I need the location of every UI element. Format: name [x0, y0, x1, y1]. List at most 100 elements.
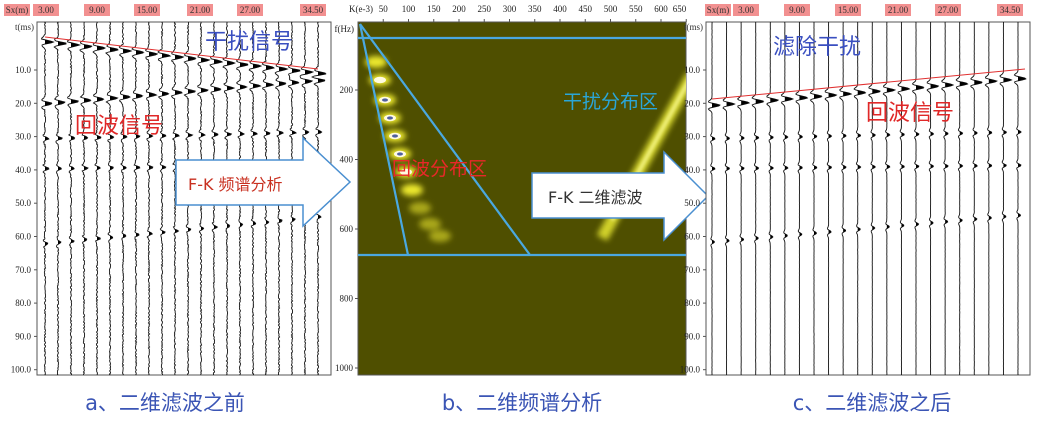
wiggle-peak-fill [1018, 163, 1022, 168]
wiggle-peak-fill [292, 80, 300, 85]
wiggle-peak-fill [253, 131, 258, 136]
wiggle-peak-fill [814, 165, 818, 170]
wiggle-peak-fill [149, 231, 153, 236]
y-axis-header: t(ms) [684, 22, 703, 32]
wiggle-peak-fill [71, 166, 75, 171]
wiggle-peak-fill [959, 131, 964, 136]
x-tick-label: 9.00 [789, 5, 805, 15]
wiggle-peak-fill [266, 220, 270, 224]
wiggle-peak-fill [726, 101, 736, 107]
wiggle-trace [751, 22, 764, 375]
x-tick-bg [784, 4, 810, 16]
wiggle-peak-fill [930, 221, 934, 225]
wiggle-peak-fill [741, 237, 745, 242]
wiggle-peak-fill [857, 227, 861, 232]
wiggle-peak-fill [318, 130, 323, 134]
wiggle-trace [809, 22, 822, 376]
wiggle-peak-fill [45, 39, 54, 45]
wiggle-peak-fill [945, 164, 949, 168]
wiggle-peak-fill [175, 90, 183, 95]
wiggle-trace [868, 21, 881, 376]
wiggle-peak-fill [136, 232, 140, 237]
wiggle-peak-fill [726, 238, 730, 243]
wiggle-peak-fill [71, 42, 80, 48]
wiggle-peak-fill [784, 165, 789, 170]
wiggle-peak-fill [886, 132, 891, 137]
echo-energy-blob [429, 230, 451, 242]
wiggle-peak-fill [1018, 76, 1027, 81]
wiggle-peak-fill [266, 82, 274, 87]
wiggle-peak-fill [916, 222, 919, 227]
wiggle-peak-fill [755, 99, 765, 104]
wiggle-peak-fill [930, 164, 934, 169]
wiggle-peak-fill [988, 215, 992, 220]
interference-pick-line [44, 36, 319, 70]
wiggle-peak-fill [188, 227, 192, 232]
wiggle-peak-fill [712, 240, 715, 244]
y-tick-label: 70.0 [15, 265, 31, 275]
wiggle-peak-fill [175, 54, 184, 60]
echo-zone-label: 回波分布区 [392, 158, 487, 180]
wiggle-peak-fill [175, 229, 179, 233]
y-tick-label: 800 [340, 294, 354, 304]
wiggle-peak-fill [279, 81, 287, 86]
wiggle-peak-fill [58, 41, 67, 46]
wiggle-peak-fill [227, 132, 232, 137]
wiggle-trace [105, 21, 119, 376]
x-tick-bg [237, 4, 263, 16]
wiggle-peak-fill [1003, 130, 1007, 135]
plot-frame [705, 21, 1031, 376]
wiggle-peak-fill [974, 163, 978, 168]
wiggle-peak-fill [45, 136, 50, 141]
x-tick-label: 650 [673, 4, 687, 14]
wiggle-peak-fill [305, 70, 314, 75]
x-tick-label: 300 [503, 4, 517, 14]
y-tick-label: 60.0 [15, 232, 31, 242]
panel-c-seismic-after: Sx(m) 3.00 9.00 15.00 21.00 27.00 34.50 t(ms) 10… [680, 4, 1031, 376]
wiggle-peak-fill [755, 166, 760, 171]
x-tick-label: 3.00 [738, 5, 754, 15]
y-tick-label: 30.0 [15, 132, 31, 142]
wiggle-peak-fill [930, 84, 940, 89]
wiggle-peak-fill [1003, 163, 1007, 168]
x-header-bg [4, 4, 30, 16]
x-tick-bg [835, 4, 861, 16]
wiggle-peak-fill [974, 80, 984, 85]
wiggle-trace [824, 22, 838, 375]
y-tick-label: 20.0 [15, 98, 31, 108]
y-tick-label: 1000 [335, 363, 354, 373]
y-tick-label: 40.0 [15, 165, 31, 175]
wiggle-peak-fill [71, 99, 79, 104]
wiggle-peak-fill [1018, 130, 1022, 134]
wiggle-peak-fill [214, 225, 218, 230]
wiggle-peak-fill [201, 132, 206, 137]
wiggle-peak-fill [162, 165, 166, 170]
echo-energy-blob [401, 184, 423, 196]
filtered-label: 滤除干扰 [773, 35, 861, 60]
x-tick-bg [997, 4, 1023, 16]
wiggle-peak-fill [292, 68, 301, 73]
wiggle-peak-fill [97, 45, 106, 51]
wiggle-peak-fill [279, 218, 283, 223]
wiggle-peak-fill [240, 222, 244, 227]
wiggle-peak-fill [828, 93, 838, 98]
wiggle-peak-fill [162, 91, 170, 96]
wiggle-trace [53, 21, 67, 376]
wiggle-trace [79, 21, 93, 375]
wiggle-peak-fill [253, 83, 261, 88]
wiggle-peak-fill [318, 71, 327, 76]
wiggle-trace [40, 21, 55, 376]
y-tick-label: 100.0 [680, 365, 701, 375]
x-tick-label: 350 [528, 4, 542, 14]
wiggle-peak-fill [799, 134, 803, 139]
wiggle-peak-fill [843, 133, 847, 138]
x-tick-label: 34.50 [1000, 5, 1021, 15]
wiggle-peak-fill [123, 165, 127, 170]
wiggle-peak-fill [959, 218, 963, 223]
y-axis-header: t(ms) [15, 22, 34, 32]
wiggle-peak-fill [770, 135, 774, 140]
arrow-label: F-K 频谱分析 [188, 175, 283, 194]
x-tick-bg [935, 4, 961, 16]
x-tick-bg [33, 4, 59, 16]
